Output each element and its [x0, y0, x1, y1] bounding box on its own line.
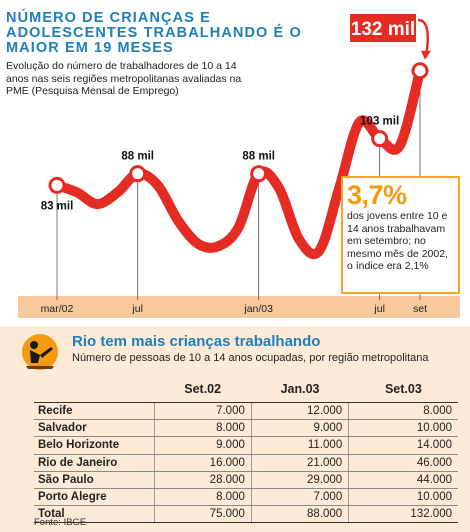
region-name: Salvador	[34, 419, 154, 438]
region-name: Recife	[34, 402, 154, 421]
source-note: Fonte: IBGE	[34, 517, 87, 528]
x-tick-label: jan/03	[243, 303, 273, 315]
region-name: Porto Alegre	[34, 488, 154, 507]
x-tick-label: jul	[373, 303, 385, 315]
data-label: 88 mil	[121, 151, 154, 163]
highlight-value: 3,7%	[347, 180, 407, 210]
cell-value: 75.000	[153, 505, 252, 524]
cell-value: 8.000	[348, 402, 458, 421]
data-label: 88 mil	[242, 151, 275, 163]
series-line	[52, 65, 425, 260]
table-row: Recife 7.000 12.000 8.000	[34, 402, 458, 421]
table-row: Belo Horizonte 9.000 11.000 14.000	[34, 436, 458, 455]
peak-callout-label: 132 mil	[351, 19, 415, 40]
cell-value: 12.000	[250, 402, 349, 421]
cell-value: 8.000	[153, 488, 252, 507]
cell-value: 14.000	[348, 436, 458, 455]
x-axis-band	[18, 296, 460, 318]
cell-value: 9.000	[250, 419, 349, 438]
region-table: Set.02 Jan.03 Set.03 Recife 7.000 12.000…	[34, 376, 458, 524]
cell-value: 88.000	[250, 505, 349, 524]
header-col-set02: Set.02	[154, 376, 252, 403]
table-title: Rio tem mais crianças trabalhando	[72, 333, 321, 350]
header-col-set03: Set.03	[348, 376, 458, 403]
cell-value: 132.000	[348, 505, 458, 524]
cell-value: 10.000	[348, 488, 458, 507]
cell-value: 10.000	[348, 419, 458, 438]
region-name: São Paulo	[34, 471, 154, 489]
cell-value: 11.000	[250, 436, 349, 455]
cell-value: 16.000	[153, 454, 252, 472]
cell-value: 7.000	[250, 488, 349, 507]
data-point	[129, 165, 147, 183]
highlight-box: 3,7% dos jovens entre 10 e 14 anos traba…	[341, 176, 460, 294]
table-subtitle: Número de pessoas de 10 a 14 anos ocupad…	[72, 352, 429, 364]
x-tick-label: jul	[131, 303, 143, 315]
x-tick-label: mar/02	[41, 303, 74, 315]
data-point	[48, 176, 66, 194]
headline: Número de crianças e adolescentes trabal…	[6, 10, 302, 56]
table-row: São Paulo 28.000 29.000 44.000	[34, 471, 458, 489]
data-point	[411, 62, 429, 80]
region-name: Rio de Janeiro	[34, 454, 154, 472]
x-tick-label: set	[413, 303, 427, 315]
table-row: Rio de Janeiro 16.000 21.000 46.000	[34, 454, 458, 472]
header-region	[34, 376, 154, 403]
cell-value: 9.000	[153, 436, 252, 455]
data-label: 83 mil	[41, 200, 74, 212]
table-row-total: Total 75.000 88.000 132.000	[34, 505, 458, 524]
region-name: Belo Horizonte	[34, 436, 154, 455]
header-col-jan03: Jan.03	[251, 376, 349, 403]
data-point	[371, 130, 389, 148]
cell-value: 29.000	[250, 471, 349, 489]
chart-subtitle: Evolução do número de trabalhadores de 1…	[6, 60, 242, 97]
line-chart: mar/02 jul jan/03 jul set 83 mil 88 mil 88 mil…	[18, 14, 460, 318]
data-label: 103 mil	[360, 116, 399, 128]
cell-value: 44.000	[348, 471, 458, 489]
cell-value: 21.000	[250, 454, 349, 472]
child-worker-icon	[22, 334, 58, 370]
highlight-text: dos jovens entre 10 e 14 anos trabalhava…	[347, 210, 448, 272]
cell-value: 7.000	[153, 402, 252, 421]
cell-value: 46.000	[348, 454, 458, 472]
peak-callout-arrowhead	[421, 50, 431, 60]
table-row: Porto Alegre 8.000 7.000 10.000	[34, 488, 458, 507]
data-point	[250, 165, 268, 183]
cell-value: 8.000	[153, 419, 252, 438]
table-row: Salvador 8.000 9.000 10.000	[34, 419, 458, 438]
region-name: Total	[34, 505, 154, 524]
peak-callout-box	[350, 14, 416, 42]
cell-value: 28.000	[153, 471, 252, 489]
